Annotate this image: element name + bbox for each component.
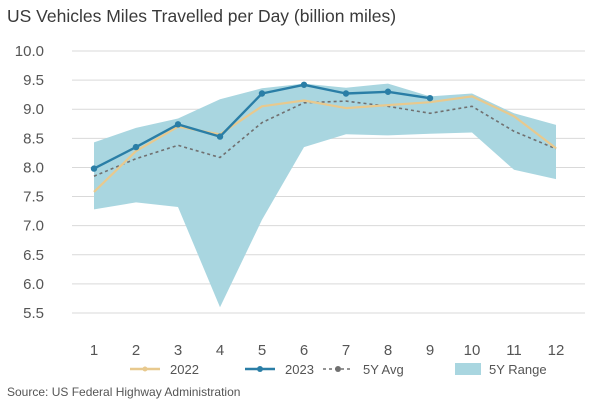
x-tick-label: 12	[548, 342, 565, 359]
x-tick-label: 5	[258, 342, 266, 359]
y-tick-label: 8.5	[23, 130, 44, 147]
y-tick-label: 6.5	[23, 247, 44, 264]
series-line-2022	[93, 95, 557, 193]
legend-marker-5y-avg	[335, 366, 341, 372]
legend: 2022 2023 5Y Avg 5Y Range	[130, 362, 547, 377]
data-point-2023	[90, 165, 98, 172]
range-band-layer	[94, 83, 556, 308]
x-tick-label: 3	[174, 342, 182, 359]
x-tick-label: 11	[506, 342, 522, 359]
legend-label-2022: 2022	[170, 362, 199, 377]
data-point-2023	[300, 81, 308, 88]
legend-label-5y-range: 5Y Range	[489, 362, 547, 377]
data-point-2023	[384, 88, 392, 95]
data-point-2023	[216, 133, 224, 140]
y-tick-label: 9.5	[23, 72, 44, 89]
legend-label-2023: 2023	[285, 362, 314, 377]
y-tick-label: 10.0	[15, 43, 44, 60]
x-tick-label: 4	[216, 342, 224, 359]
series-lines	[90, 81, 557, 193]
legend-swatch-5y-range	[455, 363, 481, 375]
data-point-2023	[132, 143, 140, 151]
source-note: Source: US Federal Highway Administratio…	[7, 385, 241, 399]
data-point-2023	[342, 90, 350, 97]
data-point-2023	[174, 121, 182, 128]
y-tick-label: 7.0	[23, 218, 44, 235]
y-tick-label: 9.0	[23, 101, 44, 118]
x-tick-label: 1	[90, 342, 98, 359]
x-tick-label: 10	[464, 342, 481, 359]
x-tick-label: 8	[384, 342, 392, 359]
y-tick-label: 8.0	[23, 159, 44, 176]
chart-title: US Vehicles Miles Travelled per Day (bil…	[7, 6, 397, 26]
y-tick-label: 5.5	[23, 305, 44, 322]
x-tick-label: 7	[342, 342, 350, 359]
data-point-2023	[258, 90, 266, 97]
x-tick-label: 2	[132, 342, 140, 359]
x-tick-label: 9	[426, 342, 434, 359]
legend-label-5y-avg: 5Y Avg	[363, 362, 404, 377]
x-axis-ticks: 1 2 3 4 5 6 7 8 9 10 11 12	[90, 342, 565, 359]
y-tick-label: 7.5	[23, 189, 44, 206]
y-tick-label: 6.0	[23, 276, 44, 293]
x-tick-label: 6	[300, 342, 308, 359]
range-band-5y	[94, 83, 556, 308]
legend-marker-2022	[142, 366, 148, 372]
y-axis-ticks: 10.0 9.5 9.0 8.5 8.0 7.5 7.0 6.5 6.0 5.5	[15, 43, 44, 322]
legend-marker-2023	[257, 366, 263, 372]
data-point-2023	[426, 94, 434, 102]
